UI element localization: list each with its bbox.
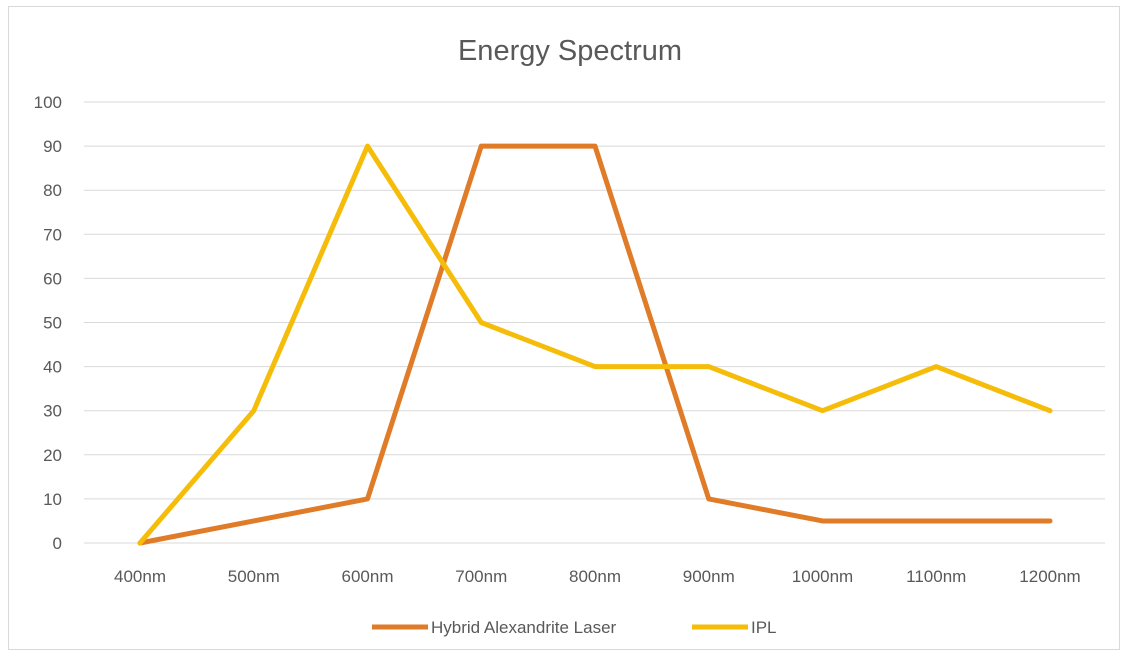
y-tick-label: 50 (43, 314, 62, 333)
y-tick-label: 60 (43, 269, 62, 288)
y-tick-label: 90 (43, 137, 62, 156)
legend: Hybrid Alexandrite Laser IPL (372, 618, 777, 637)
legend-label: IPL (751, 618, 777, 637)
x-tick-label: 600nm (342, 567, 394, 586)
y-tick-label: 100 (34, 93, 62, 112)
x-tick-label: 1100nm (906, 567, 966, 586)
y-tick-label: 70 (43, 225, 62, 244)
x-tick-label: 1200nm (1019, 567, 1080, 586)
y-tick-label: 20 (43, 446, 62, 465)
x-tick-label: 500nm (228, 567, 280, 586)
legend-label: Hybrid Alexandrite Laser (431, 618, 617, 637)
y-tick-label: 30 (43, 402, 62, 421)
series-line-2 (137, 143, 1053, 546)
y-tick-label: 40 (43, 358, 62, 377)
x-tick-label: 800nm (569, 567, 621, 586)
y-tick-label: 0 (53, 534, 62, 553)
grid-lines (84, 101, 1105, 544)
x-tick-label: 1000nm (792, 567, 853, 586)
x-axis-ticks: 400nm 500nm 600nm 700nm 800nm 900nm 1000nm 1100… (114, 567, 1081, 586)
y-axis-ticks: 0 10 20 30 40 50 60 70 80 90 100 (34, 93, 62, 553)
series-lines (137, 143, 1053, 546)
series-line-1 (137, 143, 1053, 546)
chart-title: Energy Spectrum (458, 35, 682, 67)
y-tick-label: 80 (43, 181, 62, 200)
x-tick-label: 700nm (455, 567, 507, 586)
y-tick-label: 10 (43, 490, 62, 509)
x-tick-label: 400nm (114, 567, 166, 586)
x-tick-label: 900nm (683, 567, 735, 586)
